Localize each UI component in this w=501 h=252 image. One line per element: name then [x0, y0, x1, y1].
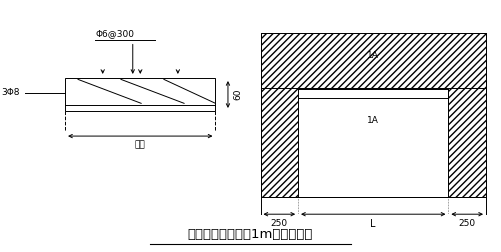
Text: 1A: 1A [367, 116, 379, 125]
Bar [298, 88, 448, 197]
Text: 3Φ8: 3Φ8 [2, 88, 20, 97]
Text: 洞宽: 洞宽 [135, 140, 146, 149]
Text: 250: 250 [458, 219, 476, 228]
Bar [261, 88, 298, 197]
Bar [448, 88, 486, 197]
Bar [65, 78, 215, 111]
Text: 1A: 1A [367, 51, 379, 60]
Text: 当洞宽小于或等于1m时过梁做法: 当洞宽小于或等于1m时过梁做法 [188, 228, 313, 241]
Bar [261, 33, 486, 88]
Text: L: L [371, 219, 376, 229]
Text: 60: 60 [233, 89, 242, 100]
Text: 250: 250 [271, 219, 288, 228]
Text: Φ6@300: Φ6@300 [95, 29, 134, 38]
Bar [261, 33, 486, 197]
Bar [298, 89, 448, 98]
